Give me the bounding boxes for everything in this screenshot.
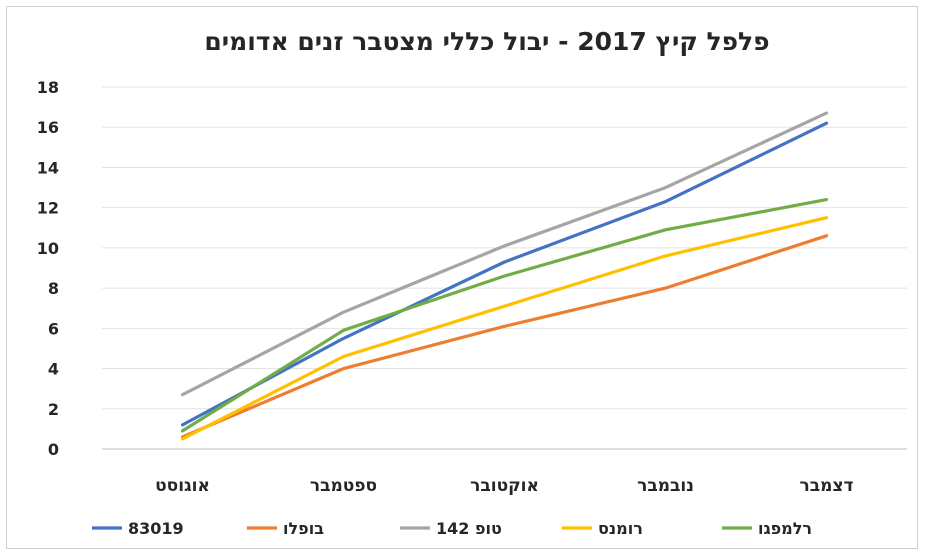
- series-line-1: [180, 121, 829, 427]
- x-axis: אוגוסט ספטמבר אוקטובר נובמבר דצמבר: [155, 476, 853, 496]
- legend-label: טופ 142: [436, 519, 502, 538]
- y-tick-label: 10: [37, 239, 59, 258]
- y-tick-label: 14: [37, 158, 59, 177]
- legend-label: רלמפגו: [758, 519, 812, 538]
- chart-title: פלפל קיץ 2017 - יבול כללי מצטבר זנים אדו…: [204, 27, 769, 56]
- y-tick-label: 6: [48, 319, 59, 338]
- legend-label: בופלו: [283, 519, 324, 538]
- series-line-4: [180, 216, 829, 441]
- y-tick-label: 2: [48, 400, 59, 419]
- y-tick-label: 12: [37, 199, 59, 218]
- series-lines: [180, 111, 829, 441]
- x-tick-label: דצמבר: [800, 476, 854, 496]
- series-line-3: [180, 111, 829, 397]
- y-tick-label: 8: [48, 279, 59, 298]
- y-tick-label: 16: [37, 118, 59, 137]
- y-tick-label: 0: [48, 440, 59, 459]
- y-tick-label: 18: [37, 78, 59, 97]
- chart-container: פלפל קיץ 2017 - יבול כללי מצטבר זנים אדו…: [6, 6, 918, 549]
- series-line-5: [180, 198, 829, 433]
- y-tick-label: 4: [48, 360, 59, 379]
- legend: 83019 בופלו טופ 142 רומנס רלמפגו: [92, 519, 812, 538]
- line-chart: פלפל קיץ 2017 - יבול כללי מצטבר זנים אדו…: [37, 27, 907, 538]
- series-line-2: [180, 234, 829, 439]
- legend-label: רומנס: [598, 519, 643, 538]
- x-tick-label: אוקטובר: [470, 476, 539, 496]
- x-tick-label: נובמבר: [637, 476, 694, 496]
- x-tick-label: ספטמבר: [310, 476, 377, 496]
- x-tick-label: אוגוסט: [155, 476, 210, 496]
- y-axis-ticks: 0 2 4 6 8 10 12 14 16 18: [37, 78, 59, 459]
- legend-label: 83019: [128, 519, 184, 538]
